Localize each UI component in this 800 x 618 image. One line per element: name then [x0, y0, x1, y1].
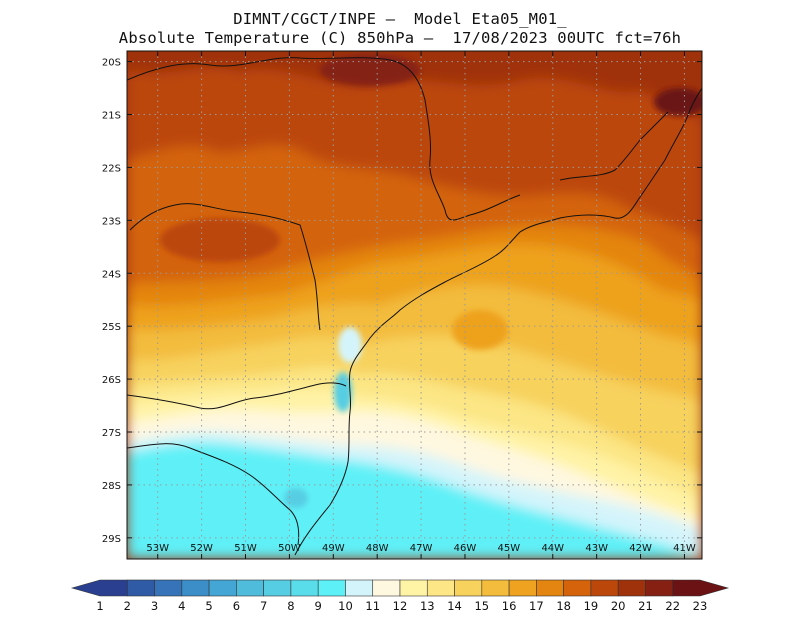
colorbar-label: 2 — [124, 599, 131, 613]
colorbar-swatch — [70, 579, 128, 597]
temperature-field — [127, 51, 702, 559]
colorbar-label: 10 — [338, 599, 353, 613]
axis-labels: 20S 21S 22S 23S 24S 25S 26S 27S 28S 29S 53W 52W 51W 5… — [102, 51, 702, 559]
colorbar-swatch — [126, 579, 155, 597]
colorbar-label: 18 — [556, 599, 571, 613]
colorbar-swatch — [617, 579, 646, 597]
lon-tick-label: 51W — [234, 543, 257, 554]
colorbar-swatch — [208, 579, 237, 597]
colorbar-swatch — [263, 579, 292, 597]
colorbar-label: 23 — [693, 599, 708, 613]
colorbar-label: 6 — [233, 599, 240, 613]
lon-tick-label: 52W — [190, 543, 213, 554]
lat-tick-label: 22S — [102, 163, 121, 174]
colorbar-swatch — [345, 579, 374, 597]
colorbar-label: 4 — [178, 599, 185, 613]
lat-tick-label: 26S — [102, 375, 121, 386]
colorbar-swatch — [481, 579, 510, 597]
colorbar-label: 11 — [365, 599, 380, 613]
colorbar-label: 21 — [638, 599, 653, 613]
colorbar-label: 3 — [151, 599, 158, 613]
colorbar-label: 12 — [393, 599, 408, 613]
border-sc-rs — [127, 443, 300, 546]
colorbar-swatch — [181, 579, 210, 597]
colorbar-label: 1 — [96, 599, 103, 613]
colorbar-label: 9 — [315, 599, 322, 613]
colorbar-label: 13 — [420, 599, 435, 613]
lon-tick-label: 42W — [629, 543, 652, 554]
border-parana-sc — [127, 382, 347, 410]
hot-spot-northeast — [654, 88, 702, 116]
colorbar-swatch — [672, 579, 730, 597]
temp-band-9 — [127, 442, 702, 559]
colorbar-swatch — [645, 579, 674, 597]
colorbar-label: 8 — [287, 599, 294, 613]
warm-spot-ocean — [452, 310, 508, 350]
map-frame — [126, 50, 703, 560]
lat-tick-label: 28S — [102, 481, 121, 492]
hot-spot-north — [320, 54, 420, 86]
colorbar: 1 2 3 4 5 6 7 8 9 10 11 12 13 14 15 16 17 18 19 20 21 22 23 — [70, 579, 730, 613]
lon-tick-label: 53W — [146, 543, 169, 554]
colorbar-label: 22 — [665, 599, 680, 613]
colorbar-swatch — [563, 579, 592, 597]
colorbar-label: 16 — [502, 599, 517, 613]
lat-lon-grid — [127, 51, 702, 559]
colorbar-swatch — [399, 579, 428, 597]
lat-tick-label: 20S — [102, 58, 121, 69]
lon-tick-label: 43W — [585, 543, 608, 554]
lat-tick-label: 27S — [102, 428, 121, 439]
colorbar-label: 19 — [584, 599, 599, 613]
warm-spot-interior — [160, 218, 280, 262]
border-river-parana — [129, 203, 321, 331]
colorbar-swatch — [290, 579, 319, 597]
colorbar-swatch — [236, 579, 264, 597]
colorbar-swatch — [590, 579, 619, 597]
lat-tick-label: 21S — [102, 111, 121, 122]
lat-tick-label: 25S — [102, 322, 121, 333]
lon-tick-label: 47W — [410, 543, 433, 554]
border-sp-rj — [559, 111, 669, 181]
colorbar-swatch — [154, 579, 183, 597]
lat-tick-label: 23S — [102, 216, 121, 227]
lon-tick-label: 46W — [454, 543, 477, 554]
colorbar-label: 17 — [529, 599, 544, 613]
lon-tick-label: 49W — [322, 543, 345, 554]
colorbar-swatch — [454, 579, 483, 597]
lat-tick-label: 24S — [102, 269, 121, 280]
lon-tick-label: 45W — [498, 543, 521, 554]
coastline-and-borders — [127, 57, 702, 556]
colorbar-swatch — [536, 579, 564, 597]
colorbar-label: 14 — [447, 599, 462, 613]
colorbar-swatch — [317, 579, 346, 597]
cool-spot-south — [284, 488, 308, 508]
colorbar-swatch — [508, 579, 537, 597]
colorbar-swatch — [426, 579, 455, 597]
border-northern-state — [127, 57, 521, 221]
lon-tick-label: 41W — [673, 543, 696, 554]
coastline — [294, 87, 702, 556]
lon-tick-label: 50W — [278, 543, 301, 554]
colorbar-swatch — [372, 579, 401, 597]
lon-tick-label: 44W — [541, 543, 564, 554]
chart-title-line-1: DIMNT/CGCT/INPE – Model Eta05_M01_ — [233, 10, 567, 28]
lon-tick-label: 48W — [366, 543, 389, 554]
cool-spot-coast — [334, 372, 352, 412]
colorbar-label: 20 — [611, 599, 626, 613]
chart-title-line-2: Absolute Temperature (C) 850hPa – 17/08/… — [118, 29, 682, 47]
colorbar-label: 5 — [205, 599, 212, 613]
cool-spot-lagoon — [338, 327, 362, 363]
colorbar-label: 7 — [260, 599, 267, 613]
colorbar-label: 15 — [474, 599, 489, 613]
lat-tick-label: 29S — [102, 534, 121, 545]
